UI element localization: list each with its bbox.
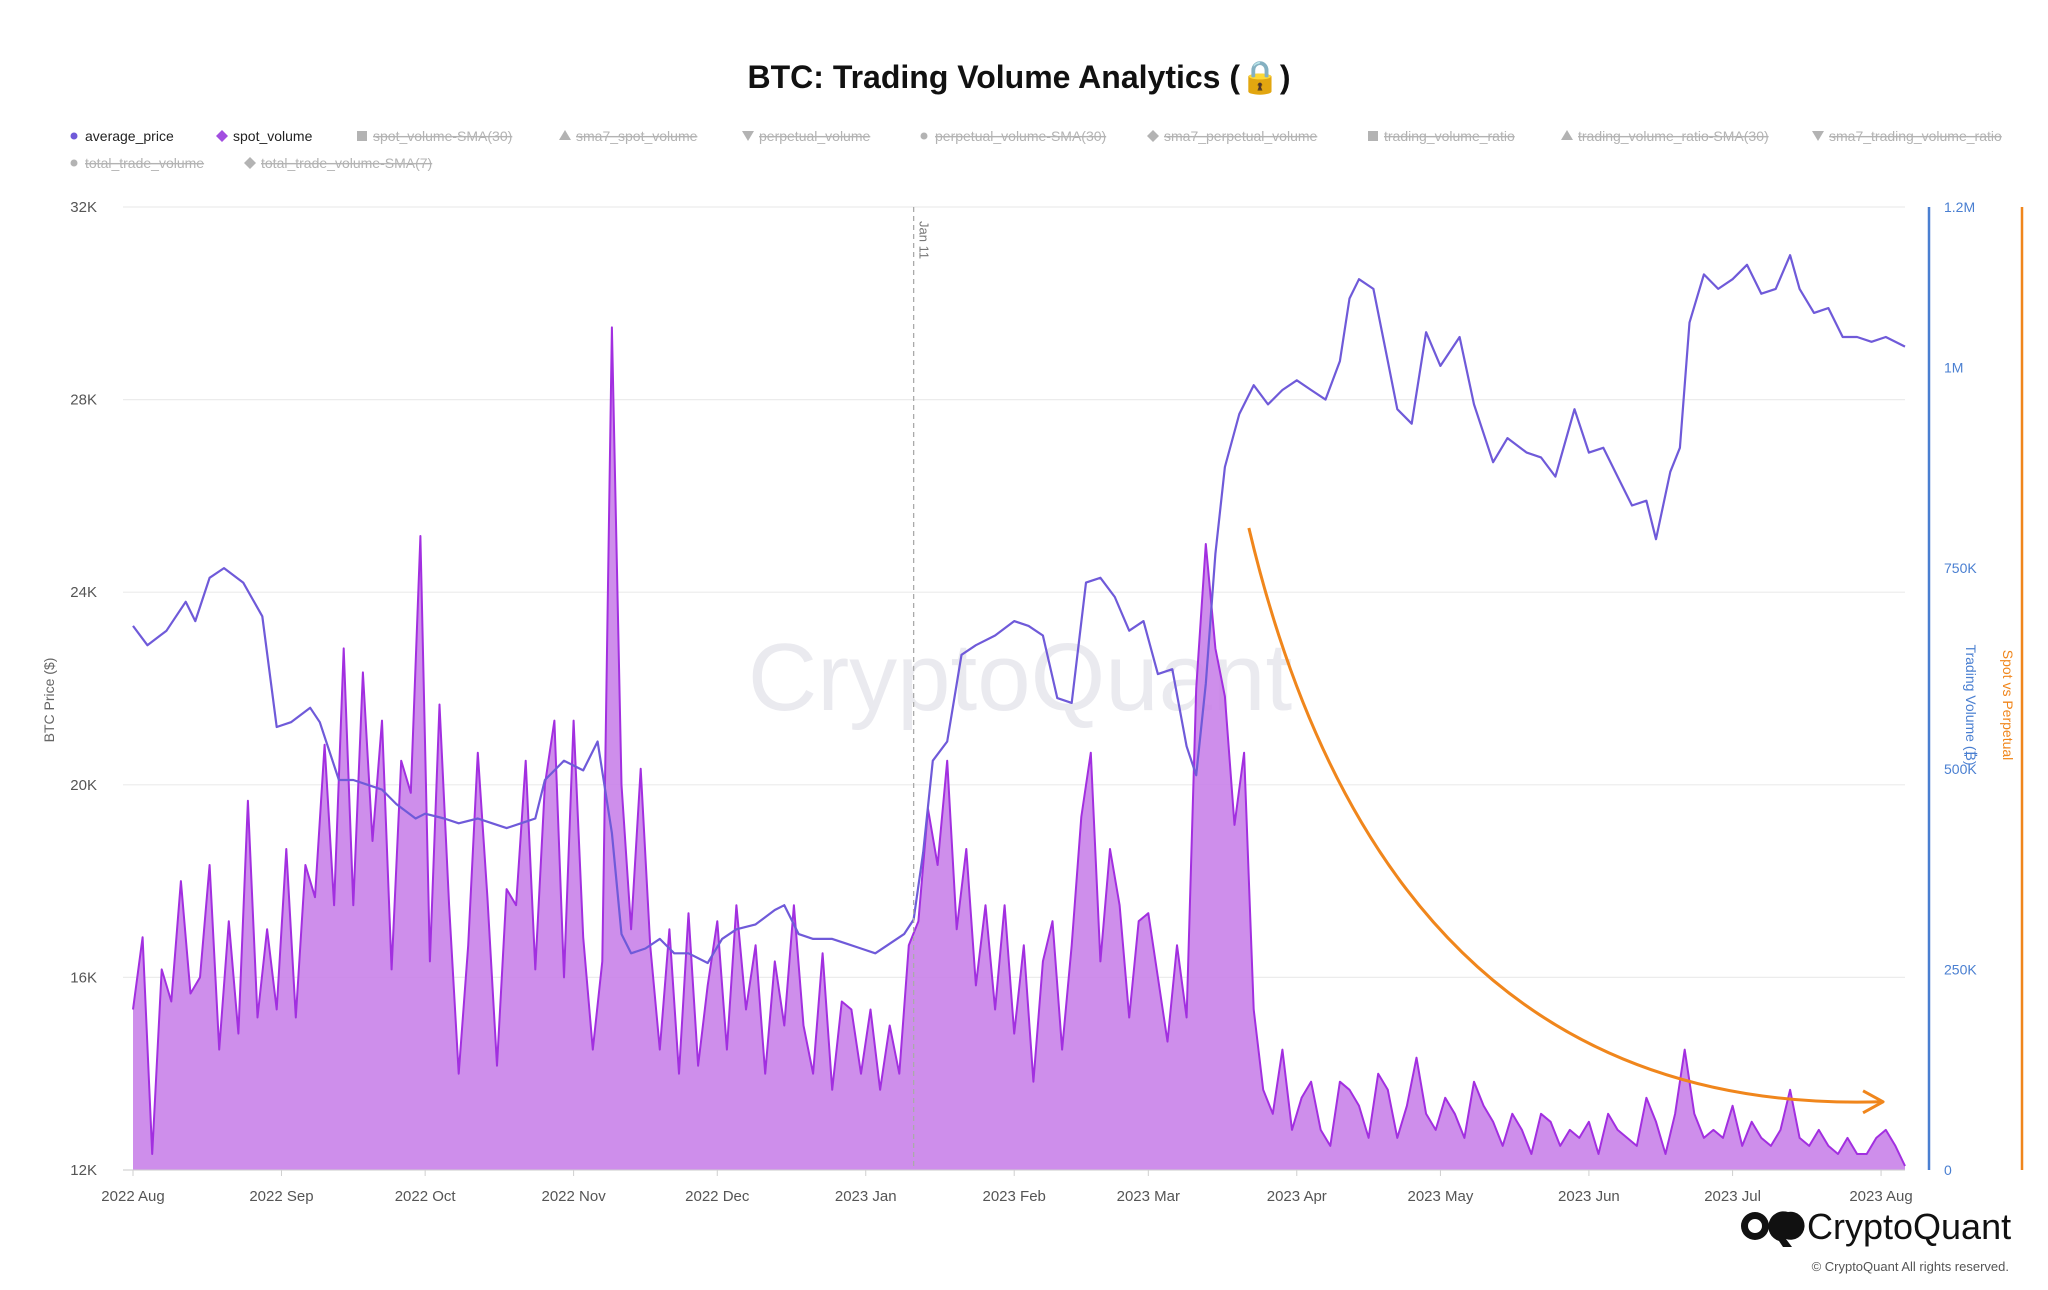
y-right-tick-label: 750K [1944,560,1977,576]
x-tick-label: 2022 Oct [395,1188,457,1205]
legend-marker-diamond-icon [1147,130,1159,142]
x-tick-label: 2022 Aug [101,1188,164,1205]
legend-marker-circle-icon [920,132,928,140]
x-tick-label: 2023 Jun [1558,1188,1620,1205]
annotations: Jan 11 [912,207,1885,1170]
chart-title: BTC: Trading Volume Analytics (🔒) [748,59,1291,95]
legend-label: sma7_trading_volume_ratio [1829,128,2002,144]
legend-label: trading_volume_ratio-SMA(30) [1578,128,1769,144]
y-left-axis-title: BTC Price ($) [41,658,57,743]
legend-item-trading-volume-ratio-sma-30[interactable]: trading_volume_ratio-SMA(30) [1561,128,1769,144]
y-right2-axis-title: Spot vs Perpetual [2000,650,2016,761]
x-tick-label: 2023 Jan [835,1188,897,1205]
legend-label: perpetual_volume [759,128,871,144]
legend-item-perpetual-volume[interactable]: perpetual_volume [742,128,871,144]
y-left-tick-label: 28K [70,392,97,409]
legend-label: perpetual_volume-SMA(30) [935,128,1106,144]
copyright: © CryptoQuant All rights reserved. [1812,1259,2009,1274]
legend-item-sma7-spot-volume[interactable]: sma7_spot_volume [559,128,698,144]
legend-marker-square-icon [1368,131,1378,141]
x-tick-label: 2023 Jul [1704,1188,1761,1205]
legend: average_price spot_volume spot_volume-SMA(… [70,128,2002,171]
logo-mark-tail-icon [1768,1211,1805,1247]
legend-marker-triangle-down-icon [1812,131,1824,141]
y-left-tick-label: 12K [70,1162,97,1179]
spot-volume-line [132,326,1906,1167]
x-tick-label: 2022 Sep [249,1188,313,1205]
legend-label: average_price [85,128,174,144]
legend-label: total_trade_volume [85,155,204,171]
x-tick-label: 2023 May [1408,1188,1474,1205]
logo-mark-icon [1741,1212,1769,1240]
legend-marker-circle-icon [70,159,78,167]
y-right-tick-label: 1M [1944,360,1963,376]
legend-label: spot_volume-SMA(30) [373,128,512,144]
marker-label-jan-11: Jan 11 [917,221,932,259]
y-left-tick-label: 32K [70,199,97,216]
legend-marker-triangle-down-icon [742,131,754,141]
legend-marker-triangle-icon [1561,130,1573,140]
spot-volume-series [132,326,1906,1170]
axes: 12K 16K 20K 24K 28K 32K 0 250K 500K 750K 1M 1.2M 202… [70,199,2024,1205]
y-right-tick-label: 0 [1944,1162,1952,1178]
x-tick-label: 2023 Mar [1117,1188,1180,1205]
x-tick-label: 2023 Apr [1267,1188,1327,1205]
legend-item-spot-volume[interactable]: spot_volume [216,128,313,144]
legend-marker-diamond-icon [216,130,228,142]
legend-label: sma7_spot_volume [576,128,698,144]
legend-marker-square-icon [357,131,367,141]
brand-name: CryptoQuant [1807,1206,2011,1247]
legend-label: spot_volume [233,128,313,144]
legend-marker-circle-icon [70,132,78,140]
y-left-tick-label: 24K [70,584,97,601]
y-right-tick-label: 500K [1944,761,1977,777]
trend-arrowhead-icon [1862,1089,1885,1115]
cryptoquant-logo [1741,1211,1805,1247]
y-left-tick-label: 16K [70,969,97,986]
legend-label: sma7_perpetual_volume [1164,128,1318,144]
legend-label: total_trade_volume-SMA(7) [261,155,432,171]
legend-item-perpetual-volume-sma-30[interactable]: perpetual_volume-SMA(30) [920,128,1107,144]
legend-label: trading_volume_ratio [1384,128,1515,144]
average-price-series [132,254,1906,965]
legend-item-spot-volume-sma-30[interactable]: spot_volume-SMA(30) [357,128,512,144]
legend-item-trading-volume-ratio[interactable]: trading_volume_ratio [1368,128,1515,144]
y-right-tick-label: 1.2M [1944,199,1975,215]
x-tick-label: 2023 Feb [983,1188,1046,1205]
legend-item-sma7-trading-volume-ratio[interactable]: sma7_trading_volume_ratio [1812,128,2002,144]
legend-item-sma7-perpetual-volume[interactable]: sma7_perpetual_volume [1147,128,1318,144]
legend-item-total-trade-volume-sma-7[interactable]: total_trade_volume-SMA(7) [244,155,432,171]
legend-marker-triangle-icon [559,130,571,140]
x-tick-label: 2023 Aug [1849,1188,1912,1205]
y-right-tick-label: 250K [1944,961,1977,977]
trend-arrow-curve [1247,527,1882,1104]
y-left-tick-label: 20K [70,777,97,794]
legend-item-total-trade-volume[interactable]: total_trade_volume [70,155,205,171]
y-right-axis-title: Trading Volume (₿) [1963,644,1979,765]
average-price-line [132,254,1906,965]
x-tick-label: 2022 Nov [541,1188,606,1205]
legend-marker-diamond-icon [244,157,256,169]
legend-item-average-price[interactable]: average_price [70,128,174,144]
x-tick-label: 2022 Dec [685,1188,750,1205]
spot-volume-area [133,327,1905,1170]
